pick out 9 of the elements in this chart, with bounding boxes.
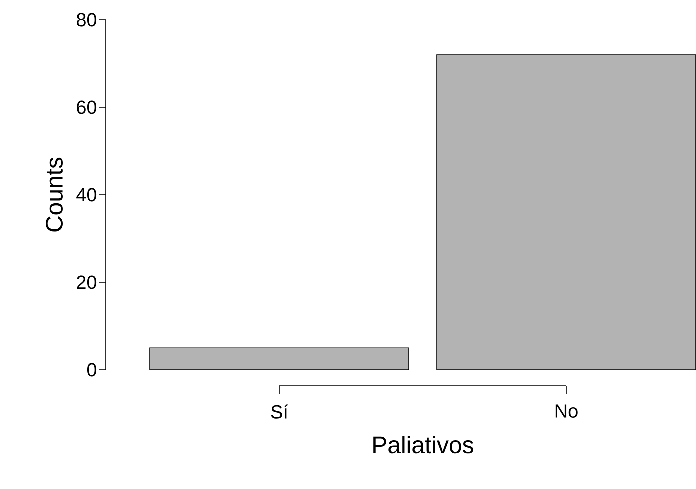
- y-tick-label: 60: [77, 100, 97, 114]
- x-tick-label: Sí: [271, 404, 288, 419]
- x-tick-label: No: [556, 404, 578, 418]
- y-tick-label: 80: [76, 13, 97, 27]
- y-axis-title: Counts: [46, 158, 63, 232]
- y-tick-label: 20: [77, 276, 97, 290]
- x-axis-title: Paliativos: [374, 436, 474, 454]
- y-tick-label: 40: [76, 188, 97, 202]
- y-tick-label: 0: [87, 363, 97, 377]
